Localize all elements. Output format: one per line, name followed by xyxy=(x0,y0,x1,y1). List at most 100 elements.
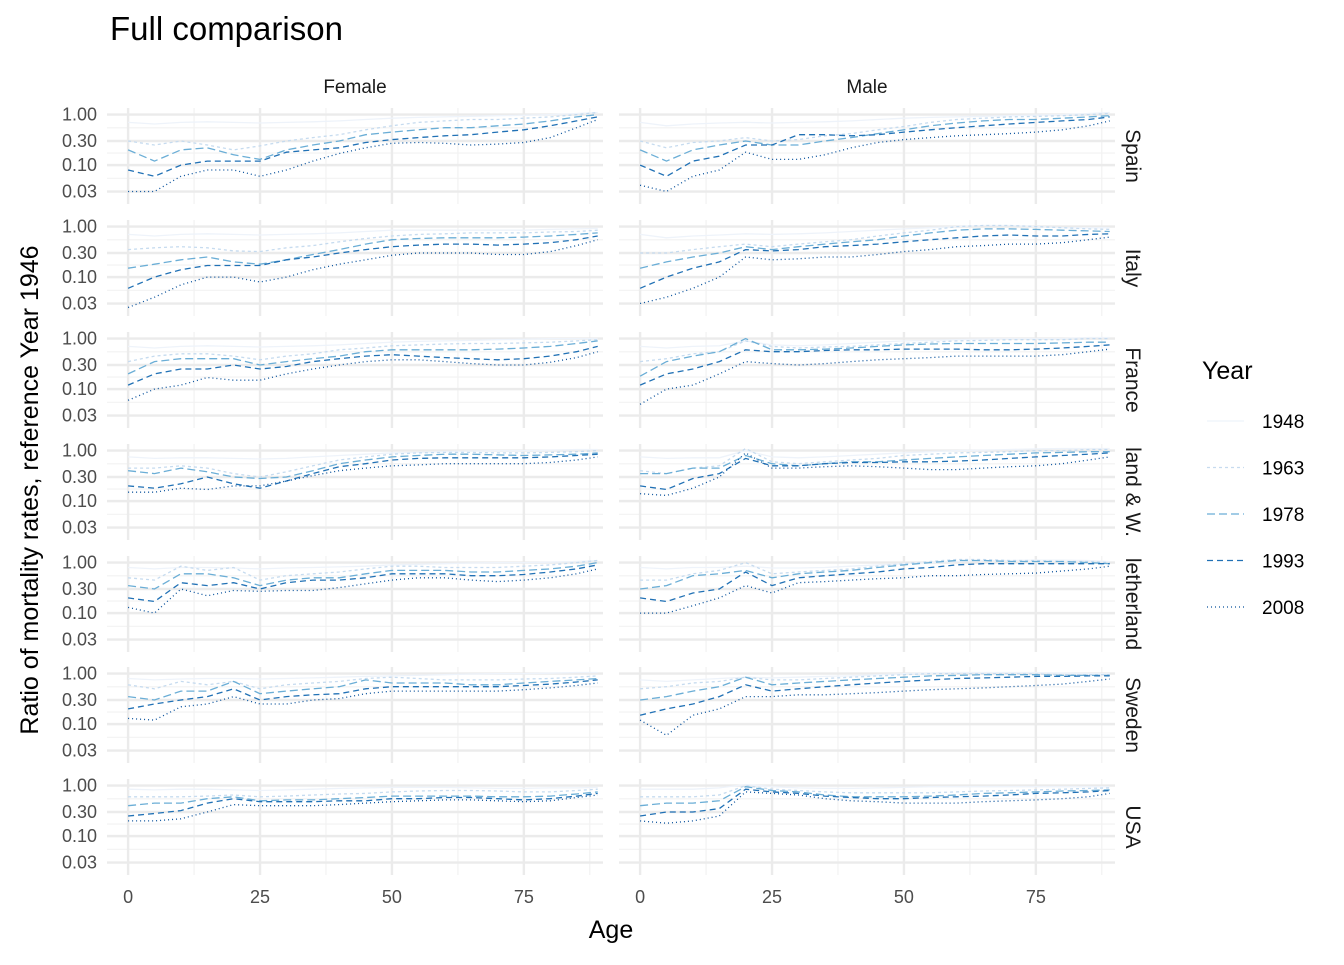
panel-0-1 xyxy=(619,108,1115,204)
y-tick-label: 0.03 xyxy=(62,630,97,650)
series-line-1993 xyxy=(640,788,1110,817)
series-line-1948 xyxy=(128,448,598,460)
y-tick-label: 1.00 xyxy=(62,329,97,349)
series-line-1993 xyxy=(639,116,1110,178)
x-tick-label: 0 xyxy=(123,887,133,907)
legend: Year 1948 1963 1978 1993 2008 xyxy=(1202,357,1304,619)
series-line-1993 xyxy=(639,344,1110,386)
y-tick-label: 0.30 xyxy=(62,355,97,375)
panel-2-1 xyxy=(619,332,1115,428)
legend-label-1963: 1963 xyxy=(1262,459,1304,480)
series-line-1948 xyxy=(640,671,1110,683)
series-line-1963 xyxy=(128,559,598,581)
series-line-1963 xyxy=(639,112,1110,149)
strip-label-row: Spain xyxy=(1121,129,1144,183)
series-line-1978 xyxy=(128,452,598,480)
series-line-1963 xyxy=(128,449,598,478)
y-tick-label: 0.30 xyxy=(62,467,97,487)
chart-title: Full comparison xyxy=(110,10,343,47)
series-line-2008 xyxy=(128,794,598,822)
x-tick-label: 25 xyxy=(250,887,270,907)
panel-4-1 xyxy=(619,556,1115,652)
strip-label-row: Italy xyxy=(1121,249,1144,288)
series-line-2008 xyxy=(127,239,598,309)
series-line-1948 xyxy=(640,559,1110,570)
series-line-2008 xyxy=(128,682,598,721)
series-line-1978 xyxy=(640,559,1110,590)
series-line-2008 xyxy=(640,452,1110,497)
series-line-1993 xyxy=(128,564,598,603)
series-line-1963 xyxy=(640,784,1110,798)
y-tick-label: 0.30 xyxy=(62,579,97,599)
series-line-1963 xyxy=(640,337,1110,363)
series-line-1948 xyxy=(128,111,598,125)
series-line-1948 xyxy=(640,111,1110,127)
series-line-1948 xyxy=(128,786,598,792)
series-line-1963 xyxy=(127,339,598,363)
panel-3-1 xyxy=(619,444,1115,540)
y-tick-label: 0.30 xyxy=(62,690,97,710)
series-line-1993 xyxy=(127,235,598,289)
y-tick-label: 0.03 xyxy=(62,853,97,873)
x-tick-label: 75 xyxy=(514,887,534,907)
series-line-1978 xyxy=(127,113,598,162)
series-line-1978 xyxy=(128,791,598,807)
y-tick-label: 0.10 xyxy=(62,603,97,623)
panel-6-0 xyxy=(107,779,603,875)
series-line-1963 xyxy=(640,447,1110,475)
x-axis-label: Age xyxy=(589,916,633,944)
series-line-1978 xyxy=(127,340,598,375)
legend-label-1993: 1993 xyxy=(1262,552,1304,573)
series-line-1978 xyxy=(640,451,1110,475)
y-tick-label: 1.00 xyxy=(62,664,97,684)
strip-label-row: letherland xyxy=(1121,558,1144,650)
y-tick-label: 0.03 xyxy=(62,741,97,761)
series-line-1978 xyxy=(640,786,1110,807)
series-line-1993 xyxy=(640,563,1110,603)
y-tick-label: 0.03 xyxy=(62,182,97,202)
series-line-1993 xyxy=(127,116,598,177)
series-line-1948 xyxy=(128,337,598,349)
strip-label-row: France xyxy=(1121,347,1144,412)
series-line-1978 xyxy=(128,561,598,590)
panel-grid: Female Male 0.03 0.10 0.30 1.00 Spain 0.03 0.10 0… xyxy=(62,77,1144,907)
y-tick-label: 0.03 xyxy=(62,294,97,314)
y-tick-label: 0.10 xyxy=(62,267,97,287)
series-line-1948 xyxy=(640,783,1110,790)
y-tick-label: 1.00 xyxy=(62,105,97,125)
series-line-1993 xyxy=(639,675,1110,716)
y-tick-label: 0.03 xyxy=(62,406,97,426)
strip-label-female: Female xyxy=(323,77,386,98)
series-line-1978 xyxy=(639,337,1110,377)
y-tick-label: 1.00 xyxy=(62,441,97,461)
x-tick-label: 75 xyxy=(1026,887,1046,907)
series-line-1963 xyxy=(128,675,598,690)
legend-label-1948: 1948 xyxy=(1262,412,1304,433)
x-tick-label: 0 xyxy=(635,887,645,907)
series-line-1978 xyxy=(639,228,1110,269)
series-line-1963 xyxy=(640,558,1110,581)
series-line-1948 xyxy=(128,227,598,237)
panel-5-0 xyxy=(107,667,603,763)
series-line-1963 xyxy=(128,788,598,798)
series-line-1993 xyxy=(640,452,1110,491)
legend-title: Year xyxy=(1202,357,1253,385)
y-tick-label: 1.00 xyxy=(62,553,97,573)
legend-label-2008: 2008 xyxy=(1262,598,1304,619)
series-line-1993 xyxy=(128,792,598,817)
y-tick-label: 0.10 xyxy=(62,155,97,175)
panel-5-1 xyxy=(619,667,1115,763)
series-line-1978 xyxy=(128,232,598,269)
series-line-1948 xyxy=(128,559,598,570)
y-tick-label: 0.30 xyxy=(62,802,97,822)
x-tick-label: 25 xyxy=(762,887,782,907)
series-line-1963 xyxy=(128,229,598,253)
panel-2-0 xyxy=(107,332,603,428)
series-line-1978 xyxy=(640,674,1110,701)
strip-label-row: Sweden xyxy=(1121,677,1144,753)
series-line-1978 xyxy=(128,677,598,701)
series-line-2008 xyxy=(640,791,1110,824)
series-line-2008 xyxy=(128,456,598,493)
panel-1-0 xyxy=(107,220,603,316)
